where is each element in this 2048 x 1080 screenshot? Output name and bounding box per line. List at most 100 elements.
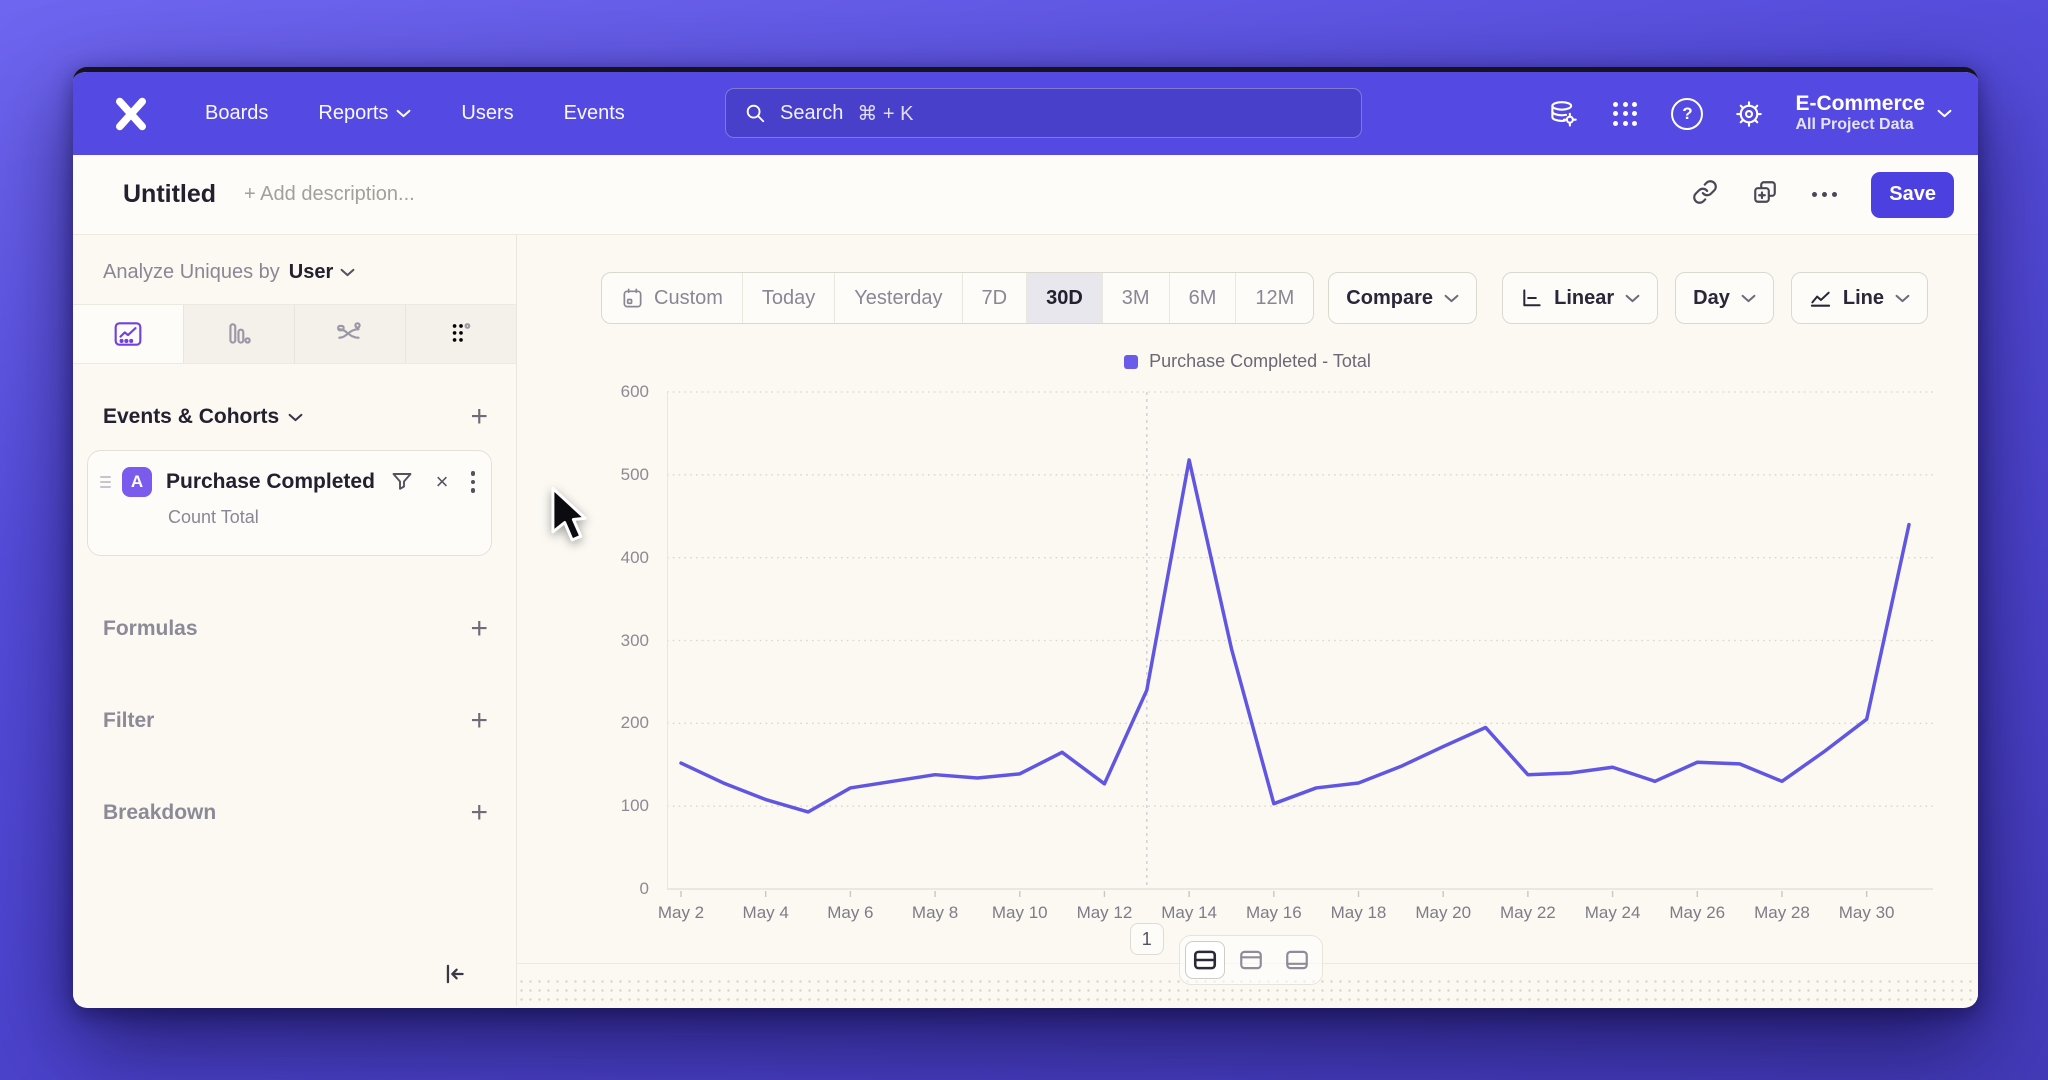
event-drag-handle[interactable] bbox=[100, 473, 114, 491]
x-axis-tick-label: May 16 bbox=[1245, 903, 1302, 922]
x-axis-tick-label: May 24 bbox=[1584, 903, 1641, 922]
y-axis-tick-label: 100 bbox=[620, 796, 649, 816]
event-name[interactable]: Purchase Completed bbox=[166, 470, 375, 493]
y-axis-tick-label: 300 bbox=[620, 630, 649, 650]
help-icon[interactable]: ? bbox=[1671, 97, 1704, 130]
settings-gear-icon[interactable] bbox=[1733, 98, 1765, 130]
chevron-down-icon bbox=[1625, 294, 1640, 302]
add-description-field[interactable]: + Add description... bbox=[244, 183, 415, 205]
layout-top-panel-button[interactable] bbox=[1231, 941, 1271, 979]
project-switcher[interactable]: E-Commerce All Project Data bbox=[1795, 92, 1952, 135]
scale-dropdown[interactable]: Linear bbox=[1502, 272, 1659, 324]
share-link-icon[interactable] bbox=[1692, 179, 1718, 210]
chevron-down-icon bbox=[396, 109, 411, 118]
x-axis-tick-label: May 20 bbox=[1415, 903, 1472, 922]
chevron-down-icon bbox=[1741, 294, 1756, 302]
x-axis-tick-label: May 30 bbox=[1838, 903, 1895, 922]
report-title-bar: Untitled + Add description... Save bbox=[73, 155, 1978, 235]
x-axis-tick-label: May 18 bbox=[1330, 903, 1387, 922]
x-axis-tick-label: May 28 bbox=[1754, 903, 1810, 922]
event-count-type[interactable]: Count Total bbox=[168, 507, 259, 527]
chevron-down-icon bbox=[340, 268, 355, 277]
x-axis-tick-label: May 6 bbox=[827, 903, 874, 922]
interval-dropdown[interactable]: Day bbox=[1675, 272, 1774, 324]
add-event-button[interactable]: + bbox=[470, 400, 488, 433]
x-axis-tick-label: May 14 bbox=[1161, 903, 1217, 922]
y-axis-tick-label: 200 bbox=[620, 713, 649, 733]
add-filter-button[interactable]: + bbox=[470, 704, 488, 737]
line-chart-icon bbox=[1810, 291, 1831, 307]
x-axis-tick-label: May 22 bbox=[1500, 903, 1556, 922]
add-formula-button[interactable]: + bbox=[470, 612, 488, 645]
chart-tab-bar[interactable] bbox=[183, 305, 294, 363]
report-title[interactable]: Untitled bbox=[123, 180, 217, 208]
chart-type-tabs bbox=[73, 304, 516, 364]
event-card[interactable]: A Purchase Completed × Count Total bbox=[87, 450, 492, 556]
date-range-7d-button[interactable]: 7D bbox=[961, 273, 1027, 323]
formulas-header: Formulas bbox=[103, 617, 198, 640]
chevron-down-icon bbox=[288, 413, 303, 421]
layout-split-horizontal-button[interactable] bbox=[1185, 941, 1225, 979]
chevron-down-icon bbox=[1895, 294, 1910, 302]
collapse-sidebar-button[interactable] bbox=[442, 961, 468, 992]
search-shortcut: ⌘ + K bbox=[857, 102, 914, 125]
date-range-yesterday-button[interactable]: Yesterday bbox=[834, 273, 961, 323]
event-filter-funnel-icon[interactable] bbox=[390, 470, 414, 494]
more-options-button[interactable] bbox=[1812, 192, 1838, 197]
y-axis-tick-label: 500 bbox=[620, 464, 649, 484]
event-series-badge: A bbox=[122, 467, 152, 497]
calendar-icon bbox=[623, 288, 642, 308]
nav-right-cluster: ? E-Commerce All Project Data bbox=[1547, 92, 1952, 135]
y-axis-labels: 0 100 200 300 400 500 600 bbox=[577, 382, 657, 898]
compare-dropdown[interactable]: Compare bbox=[1328, 272, 1477, 324]
layout-toggle-group bbox=[1179, 935, 1323, 985]
y-axis-tick-label: 600 bbox=[620, 382, 649, 401]
events-cohorts-header[interactable]: Events & Cohorts bbox=[103, 405, 303, 429]
date-range-6m-button[interactable]: 6M bbox=[1168, 273, 1236, 323]
chart-tab-flow[interactable] bbox=[294, 305, 405, 363]
event-remove-icon[interactable]: × bbox=[435, 469, 449, 494]
nav-item-reports[interactable]: Reports bbox=[318, 102, 411, 125]
date-range-segmented-control: Custom Today Yesterday 7D 30D 3M 6M 12M bbox=[601, 272, 1315, 324]
y-axis-tick-label: 400 bbox=[620, 547, 649, 567]
chart-canvas[interactable] bbox=[667, 391, 1933, 897]
analyze-uniques-selector[interactable]: User bbox=[289, 261, 355, 284]
nav-items: Boards Reports Users Events bbox=[205, 102, 625, 125]
nav-item-users[interactable]: Users bbox=[461, 102, 514, 124]
search-icon bbox=[746, 104, 765, 123]
legend-swatch bbox=[1124, 354, 1139, 369]
copy-to-board-icon[interactable] bbox=[1752, 179, 1778, 210]
project-name: E-Commerce bbox=[1795, 92, 1925, 116]
mouse-cursor bbox=[551, 486, 587, 542]
data-management-icon[interactable] bbox=[1547, 98, 1579, 130]
x-axis-tick-label: May 2 bbox=[657, 903, 705, 922]
nav-item-boards[interactable]: Boards bbox=[205, 102, 269, 124]
add-breakdown-button[interactable]: + bbox=[470, 796, 488, 829]
date-range-custom-button[interactable]: Custom bbox=[602, 273, 742, 323]
layout-bottom-panel-button[interactable] bbox=[1277, 941, 1317, 979]
x-axis-tick-label: May 26 bbox=[1669, 903, 1726, 922]
nav-item-events[interactable]: Events bbox=[563, 102, 625, 124]
search-input[interactable]: Search ⌘ + K bbox=[725, 88, 1362, 138]
x-axis-tick-label: May 10 bbox=[991, 903, 1048, 922]
mixpanel-logo-icon[interactable] bbox=[111, 94, 151, 134]
legend-label: Purchase Completed - Total bbox=[1149, 351, 1371, 371]
x-axis-tick-label: May 4 bbox=[742, 903, 789, 922]
annotation-marker[interactable]: 1 bbox=[1129, 923, 1164, 955]
date-range-30d-button[interactable]: 30D bbox=[1026, 273, 1102, 323]
chart-tab-metrics[interactable] bbox=[405, 305, 516, 363]
date-range-12m-button[interactable]: 12M bbox=[1235, 273, 1313, 323]
top-nav: Boards Reports Users Events Search ⌘ + K bbox=[73, 72, 1978, 155]
chevron-down-icon bbox=[1444, 294, 1459, 302]
event-options-kebab-icon[interactable] bbox=[470, 471, 475, 493]
apps-grid-icon[interactable] bbox=[1609, 98, 1641, 130]
date-range-today-button[interactable]: Today bbox=[741, 273, 834, 323]
y-axis-tick-label: 0 bbox=[639, 879, 649, 898]
app-window: Boards Reports Users Events Search ⌘ + K bbox=[73, 67, 1978, 1008]
date-range-3m-button[interactable]: 3M bbox=[1101, 273, 1169, 323]
chart-legend[interactable]: Purchase Completed - Total bbox=[517, 351, 1978, 372]
chart-type-dropdown[interactable]: Line bbox=[1790, 272, 1928, 324]
save-button[interactable]: Save bbox=[1871, 171, 1954, 218]
breakdown-header: Breakdown bbox=[103, 801, 217, 824]
chart-tab-line[interactable] bbox=[73, 305, 183, 363]
